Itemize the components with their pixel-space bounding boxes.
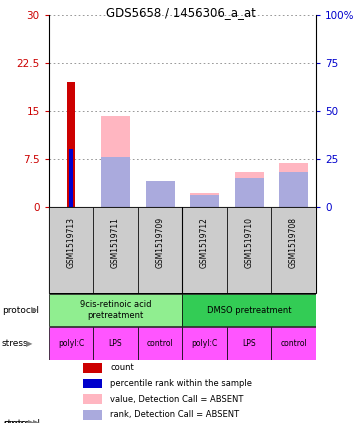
Bar	[93, 207, 138, 293]
Bar	[235, 178, 264, 207]
Text: stress: stress	[4, 418, 30, 423]
Text: value, Detection Call = ABSENT: value, Detection Call = ABSENT	[110, 395, 244, 404]
Text: GSM1519713: GSM1519713	[66, 217, 75, 268]
Bar	[83, 394, 102, 404]
Text: ▶: ▶	[28, 418, 34, 423]
Bar	[83, 379, 102, 388]
Bar	[145, 181, 174, 207]
Bar	[83, 363, 102, 373]
Text: ▶: ▶	[31, 305, 38, 315]
Text: polyI:C: polyI:C	[191, 339, 218, 348]
Text: 9cis-retinoic acid
pretreatment: 9cis-retinoic acid pretreatment	[80, 300, 151, 320]
Bar	[93, 327, 138, 360]
Bar	[279, 172, 308, 207]
Bar	[227, 327, 271, 360]
Text: polyI:C: polyI:C	[58, 339, 84, 348]
Bar	[49, 327, 93, 360]
Text: LPS: LPS	[109, 339, 122, 348]
Bar	[182, 327, 227, 360]
Text: LPS: LPS	[242, 339, 256, 348]
Text: control: control	[147, 339, 173, 348]
Bar	[235, 172, 264, 207]
Text: percentile rank within the sample: percentile rank within the sample	[110, 379, 252, 388]
Bar	[67, 82, 75, 207]
Text: protocol: protocol	[4, 418, 40, 423]
Bar	[138, 207, 182, 293]
Text: ▶: ▶	[26, 339, 32, 348]
Bar	[227, 207, 271, 293]
Bar	[83, 410, 102, 420]
Bar	[182, 207, 227, 293]
Text: rank, Detection Call = ABSENT: rank, Detection Call = ABSENT	[110, 410, 239, 419]
Text: GSM1519709: GSM1519709	[156, 217, 165, 268]
Text: DMSO pretreatment: DMSO pretreatment	[207, 305, 291, 315]
Bar	[279, 163, 308, 207]
Bar	[49, 207, 93, 293]
Bar	[145, 181, 174, 207]
Text: GSM1519712: GSM1519712	[200, 217, 209, 268]
Text: GSM1519711: GSM1519711	[111, 217, 120, 268]
Bar	[271, 327, 316, 360]
Bar	[101, 157, 130, 207]
Bar	[190, 193, 219, 207]
Bar	[49, 294, 182, 326]
Bar	[69, 149, 73, 207]
Text: ▶: ▶	[32, 418, 39, 423]
Bar	[271, 207, 316, 293]
Text: stress: stress	[2, 339, 29, 348]
Bar	[182, 294, 316, 326]
Bar	[101, 116, 130, 207]
Text: protocol: protocol	[2, 305, 39, 315]
Text: GSM1519710: GSM1519710	[245, 217, 253, 268]
Text: count: count	[110, 363, 134, 372]
Text: GSM1519708: GSM1519708	[289, 217, 298, 268]
Text: control: control	[280, 339, 307, 348]
Bar	[138, 327, 182, 360]
Bar	[190, 195, 219, 207]
Text: GDS5658 / 1456306_a_at: GDS5658 / 1456306_a_at	[105, 6, 256, 19]
